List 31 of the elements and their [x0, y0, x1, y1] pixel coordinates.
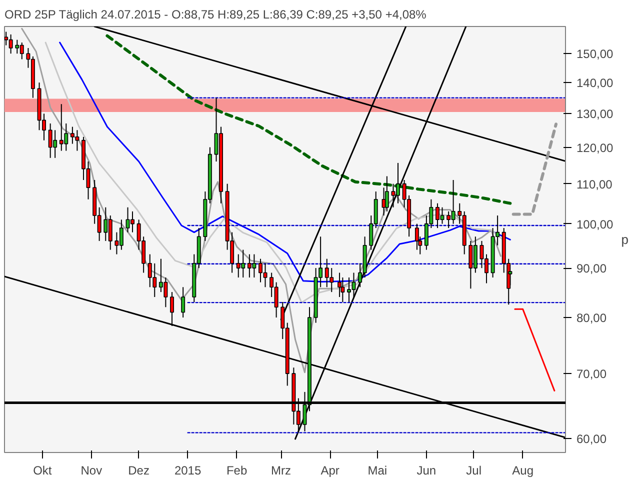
y-axis-title: p — [621, 232, 628, 247]
y-tick-label: 80,00 — [576, 310, 607, 325]
y-tick-label: 100,00 — [576, 217, 614, 232]
chart-title: ORD 25P Täglich 24.07.2015 - O:88,75 H:89,25 L:86,39 C:89,25 +3,50 +4,08% — [4, 8, 427, 22]
y-tick-label: 70,00 — [576, 367, 607, 382]
y-tick-label: 110,00 — [576, 177, 613, 192]
y-tick-label: 150,00 — [576, 47, 614, 62]
candlestick — [338, 272, 342, 298]
y-tick-label: 60,00 — [576, 432, 607, 446]
line-series — [106, 34, 512, 205]
candlestick — [181, 286, 186, 318]
x-tick-label: Mrz — [271, 464, 292, 478]
x-tick-label: Feb — [226, 464, 248, 478]
candlestick — [414, 223, 419, 250]
x-tick-label: Dez — [128, 464, 150, 478]
x-tick-label: Apr — [320, 464, 340, 478]
x-tick-label: Nov — [80, 464, 102, 478]
x-tick-label: Jun — [416, 464, 436, 478]
y-tick-label: 120,00 — [576, 140, 614, 155]
x-tick-label: Jul — [466, 464, 482, 478]
y-tick-label: 140,00 — [576, 76, 614, 90]
candlestick — [384, 176, 389, 212]
candlestick — [170, 292, 174, 326]
candlestick — [340, 276, 345, 303]
y-tick-label: 90,00 — [576, 262, 607, 276]
y-tick-label: 130,00 — [576, 107, 614, 122]
x-tick-label: Mai — [368, 464, 388, 478]
x-tick-label: Okt — [33, 464, 52, 478]
x-tick-label: Aug — [512, 464, 534, 478]
candlestick — [8, 34, 13, 54]
x-tick-label: 2015 — [174, 464, 202, 478]
